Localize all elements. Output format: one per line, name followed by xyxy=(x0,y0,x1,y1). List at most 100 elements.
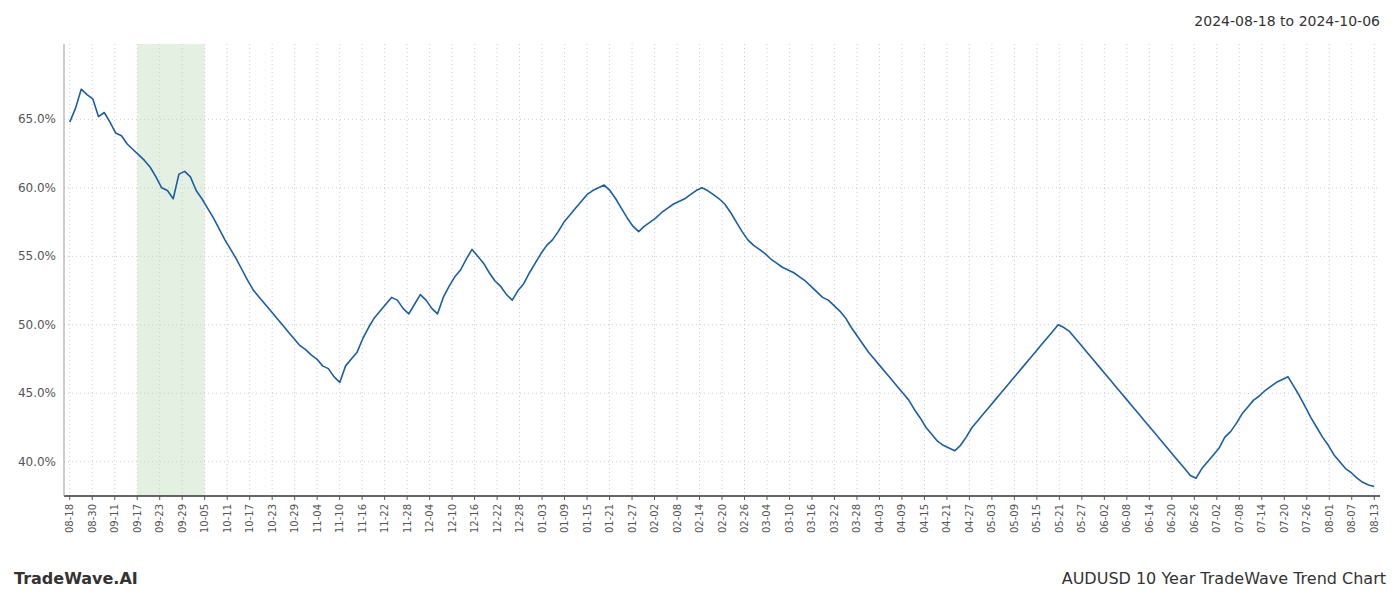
x-tick xyxy=(1171,496,1172,500)
grid-line-x xyxy=(519,44,520,496)
grid-line-x xyxy=(384,44,385,496)
x-tick-label: 03-22 xyxy=(829,504,840,533)
x-tick xyxy=(1081,496,1082,500)
x-tick-label: 10-29 xyxy=(289,504,300,533)
y-tick-label: 60.0% xyxy=(18,181,56,195)
x-tick-label: 01-03 xyxy=(537,504,548,533)
x-tick xyxy=(1329,496,1330,500)
x-tick-label: 02-14 xyxy=(694,504,705,533)
x-tick-label: 03-16 xyxy=(806,504,817,533)
x-tick-label: 12-04 xyxy=(424,504,435,533)
x-tick xyxy=(519,496,520,500)
x-tick xyxy=(587,496,588,500)
x-tick-label: 08-07 xyxy=(1346,504,1357,533)
x-tick-label: 05-21 xyxy=(1054,504,1065,533)
grid-line-x xyxy=(1036,44,1037,496)
grid-line-y xyxy=(64,119,1380,120)
x-tick xyxy=(114,496,115,500)
chart: 40.0%45.0%50.0%55.0%60.0%65.0%08-1808-30… xyxy=(0,0,1400,600)
x-tick-label: 06-02 xyxy=(1099,504,1110,533)
x-tick-label: 12-10 xyxy=(447,504,458,533)
x-tick-label: 05-27 xyxy=(1076,504,1087,533)
x-tick-label: 12-28 xyxy=(514,504,525,533)
grid-line-x xyxy=(699,44,700,496)
plot-area xyxy=(137,44,204,496)
y-tick-label: 45.0% xyxy=(18,386,56,400)
x-tick-label: 09-17 xyxy=(132,504,143,533)
x-tick-label: 06-14 xyxy=(1144,504,1155,533)
x-tick xyxy=(1194,496,1195,500)
x-tick xyxy=(789,496,790,500)
grid-line-x xyxy=(1306,44,1307,496)
y-tick-label: 65.0% xyxy=(18,112,56,126)
grid-line-x xyxy=(452,44,453,496)
x-tick-label: 09-29 xyxy=(177,504,188,533)
x-tick xyxy=(654,496,655,500)
x-tick-label: 01-15 xyxy=(582,504,593,533)
x-tick xyxy=(924,496,925,500)
x-tick xyxy=(744,496,745,500)
x-tick xyxy=(564,496,565,500)
x-tick xyxy=(969,496,970,500)
x-tick-label: 08-13 xyxy=(1369,504,1380,533)
grid-line-x xyxy=(564,44,565,496)
grid-line-x xyxy=(317,44,318,496)
x-tick xyxy=(632,496,633,500)
grid-line-x xyxy=(272,44,273,496)
grid-line-x xyxy=(429,44,430,496)
x-tick xyxy=(1126,496,1127,500)
grid-line-x xyxy=(632,44,633,496)
x-tick-label: 03-28 xyxy=(851,504,862,533)
x-tick xyxy=(856,496,857,500)
x-tick-label: 12-16 xyxy=(469,504,480,533)
x-tick-label: 08-01 xyxy=(1324,504,1335,533)
grid-line-x xyxy=(497,44,498,496)
grid-line-x xyxy=(744,44,745,496)
x-tick xyxy=(542,496,543,500)
x-tick xyxy=(204,496,205,500)
x-tick-label: 06-20 xyxy=(1166,504,1177,533)
x-tick xyxy=(766,496,767,500)
x-tick-label: 05-09 xyxy=(1009,504,1020,533)
grid-line-x xyxy=(654,44,655,496)
grid-line-x xyxy=(609,44,610,496)
x-tick-label: 03-04 xyxy=(761,504,772,533)
grid-line-x xyxy=(159,44,160,496)
x-tick-label: 02-02 xyxy=(649,504,660,533)
grid-line-x xyxy=(856,44,857,496)
x-tick-label: 04-09 xyxy=(896,504,907,533)
x-tick xyxy=(1059,496,1060,500)
grid-line-x xyxy=(1216,44,1217,496)
x-tick xyxy=(137,496,138,500)
grid-line-x xyxy=(1351,44,1352,496)
grid-line-x xyxy=(69,44,70,496)
x-tick xyxy=(1149,496,1150,500)
x-tick-label: 11-16 xyxy=(357,504,368,533)
x-tick-label: 07-20 xyxy=(1279,504,1290,533)
grid-line-x xyxy=(92,44,93,496)
x-tick-label: 10-17 xyxy=(244,504,255,533)
x-tick-label: 12-22 xyxy=(492,504,503,533)
grid-line-x xyxy=(227,44,228,496)
x-tick-label: 06-26 xyxy=(1189,504,1200,533)
grid-line-x xyxy=(362,44,363,496)
x-tick xyxy=(227,496,228,500)
grid-line-x xyxy=(834,44,835,496)
x-tick xyxy=(677,496,678,500)
x-tick-label: 05-15 xyxy=(1031,504,1042,533)
grid-line-x xyxy=(1284,44,1285,496)
x-tick xyxy=(182,496,183,500)
x-tick xyxy=(1374,496,1375,500)
x-tick xyxy=(1351,496,1352,500)
grid-line-x xyxy=(811,44,812,496)
grid-line-x xyxy=(587,44,588,496)
x-tick xyxy=(1014,496,1015,500)
trend-line xyxy=(70,89,1375,486)
x-tick xyxy=(946,496,947,500)
x-tick-label: 11-10 xyxy=(334,504,345,533)
grid-line-x xyxy=(879,44,880,496)
grid-line-x xyxy=(294,44,295,496)
x-tick xyxy=(1284,496,1285,500)
x-tick-label: 02-26 xyxy=(739,504,750,533)
x-tick xyxy=(384,496,385,500)
